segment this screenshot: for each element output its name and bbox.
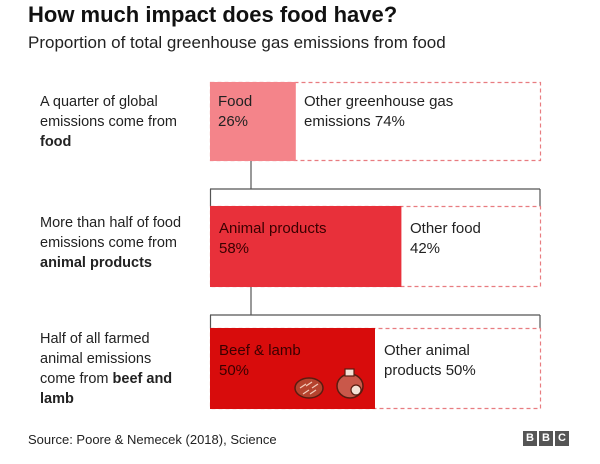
row-label-animal: More than half of food emissions come fr… — [40, 213, 202, 273]
row-label-food: A quarter of global emissions come from … — [40, 92, 200, 152]
logo-letter: B — [539, 431, 553, 446]
source-note: Source: Poore & Nemecek (2018), Science — [28, 432, 277, 447]
segment-name: Animal products — [219, 220, 327, 237]
ham-icon — [336, 368, 364, 399]
logo-letter: B — [523, 431, 537, 446]
chart-subtitle: Proportion of total greenhouse gas emiss… — [28, 33, 446, 52]
segment-value: 74% — [374, 113, 405, 130]
segment-value: 58% — [219, 240, 250, 257]
bbc-logo: B B C — [523, 431, 569, 446]
segment-name: Other greenhouse gas emissions — [304, 93, 454, 130]
segment-name: Beef & lamb — [219, 342, 301, 359]
segment-label-other-ghg: Other greenhouse gas emissions 74% — [304, 92, 504, 132]
row-label-text: Half of all farmed animal emissions come… — [40, 331, 152, 387]
chart-title: How much impact does food have? — [28, 2, 398, 27]
segment-value: 26% — [218, 113, 249, 130]
bar-segment-highlight — [210, 206, 402, 287]
segment-name: Other food — [410, 220, 481, 237]
row-label-text: A quarter of global emissions come from — [40, 94, 177, 130]
segment-label-animal-products: Animal products 58% — [219, 219, 327, 259]
segment-value: 50% — [445, 362, 476, 379]
bar-segment-highlight — [210, 82, 296, 161]
segment-label-other-animal: Other animal products 50% — [384, 341, 514, 381]
steak-icon — [294, 377, 324, 399]
segment-value: 50% — [219, 362, 250, 379]
row-label-bold: beef and lamb — [40, 371, 173, 407]
row-label-bold: animal products — [40, 255, 152, 271]
segment-label-beef-lamb: Beef & lamb 50% — [219, 341, 301, 381]
segment-name: Food — [218, 93, 253, 110]
logo-letter: C — [555, 431, 569, 446]
segment-label-other-food: Other food 42% — [410, 219, 481, 259]
row-label-beef: Half of all farmed animal emissions come… — [40, 329, 190, 409]
segment-label-food: Food 26% — [218, 92, 252, 132]
segment-name: Other animal products — [384, 342, 470, 379]
row-label-text: More than half of food emissions come fr… — [40, 215, 182, 251]
row-label-bold: food — [40, 134, 72, 150]
segment-value: 42% — [410, 240, 441, 257]
